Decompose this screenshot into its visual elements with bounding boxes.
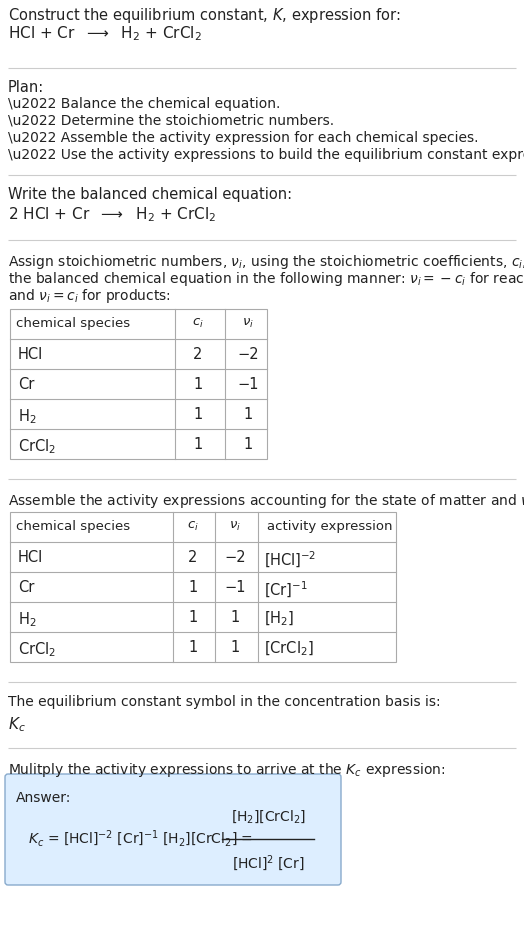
Text: 1: 1	[231, 610, 239, 625]
Text: H$_2$: H$_2$	[18, 610, 37, 629]
Text: $K_c$: $K_c$	[8, 715, 26, 734]
Text: CrCl$_2$: CrCl$_2$	[18, 640, 56, 659]
Text: CrCl$_2$: CrCl$_2$	[18, 437, 56, 456]
Text: −2: −2	[237, 347, 259, 362]
Text: Write the balanced chemical equation:: Write the balanced chemical equation:	[8, 187, 292, 202]
Text: [Cr]$^{-1}$: [Cr]$^{-1}$	[264, 580, 308, 600]
Text: Cr: Cr	[18, 580, 35, 595]
Text: 1: 1	[193, 407, 203, 422]
FancyBboxPatch shape	[5, 774, 341, 885]
Text: 2 HCl + Cr  $\longrightarrow$  H$_2$ + CrCl$_2$: 2 HCl + Cr $\longrightarrow$ H$_2$ + CrC…	[8, 205, 216, 223]
Text: HCl: HCl	[18, 347, 43, 362]
Text: [HCl]$^{-2}$: [HCl]$^{-2}$	[264, 550, 316, 570]
Text: −1: −1	[237, 377, 259, 392]
Bar	[10, 512, 396, 662]
Text: Assign stoichiometric numbers, $\nu_i$, using the stoichiometric coefficients, $: Assign stoichiometric numbers, $\nu_i$, …	[8, 253, 524, 271]
Text: H$_2$: H$_2$	[18, 407, 37, 426]
Text: and $\nu_i = c_i$ for products:: and $\nu_i = c_i$ for products:	[8, 287, 171, 305]
Text: Mulitply the activity expressions to arrive at the $K_c$ expression:: Mulitply the activity expressions to arr…	[8, 761, 445, 779]
Text: 2: 2	[188, 550, 198, 565]
Text: 1: 1	[243, 407, 253, 422]
Text: [H$_2$]: [H$_2$]	[264, 610, 294, 629]
Text: the balanced chemical equation in the following manner: $\nu_i = -c_i$ for react: the balanced chemical equation in the fo…	[8, 270, 524, 288]
Text: 1: 1	[188, 610, 198, 625]
Text: −1: −1	[224, 580, 246, 595]
Bar	[10, 309, 267, 459]
Text: $c_i$: $c_i$	[192, 317, 204, 330]
Text: 1: 1	[188, 580, 198, 595]
Text: [HCl]$^2$ [Cr]: [HCl]$^2$ [Cr]	[232, 853, 304, 873]
Text: −2: −2	[224, 550, 246, 565]
Text: activity expression: activity expression	[267, 520, 393, 533]
Text: [CrCl$_2$]: [CrCl$_2$]	[264, 640, 314, 658]
Text: Construct the equilibrium constant, $K$, expression for:: Construct the equilibrium constant, $K$,…	[8, 6, 401, 25]
Text: HCl: HCl	[18, 550, 43, 565]
Text: \u2022 Balance the chemical equation.: \u2022 Balance the chemical equation.	[8, 97, 280, 111]
Text: chemical species: chemical species	[16, 317, 130, 330]
Text: 1: 1	[231, 640, 239, 655]
Text: 1: 1	[243, 437, 253, 452]
Text: \u2022 Determine the stoichiometric numbers.: \u2022 Determine the stoichiometric numb…	[8, 114, 334, 128]
Text: Plan:: Plan:	[8, 80, 44, 95]
Text: $c_i$: $c_i$	[187, 520, 199, 534]
Text: $\nu_i$: $\nu_i$	[229, 520, 241, 534]
Text: Cr: Cr	[18, 377, 35, 392]
Text: 1: 1	[193, 437, 203, 452]
Text: [H$_2$][CrCl$_2$]: [H$_2$][CrCl$_2$]	[231, 808, 305, 825]
Text: $K_c$ = [HCl]$^{-2}$ [Cr]$^{-1}$ [H$_2$][CrCl$_2$] =: $K_c$ = [HCl]$^{-2}$ [Cr]$^{-1}$ [H$_2$]…	[28, 829, 253, 849]
Text: Assemble the activity expressions accounting for the state of matter and $\nu_i$: Assemble the activity expressions accoun…	[8, 492, 524, 510]
Text: Answer:: Answer:	[16, 791, 71, 805]
Text: The equilibrium constant symbol in the concentration basis is:: The equilibrium constant symbol in the c…	[8, 695, 441, 709]
Text: \u2022 Use the activity expressions to build the equilibrium constant expression: \u2022 Use the activity expressions to b…	[8, 148, 524, 162]
Text: chemical species: chemical species	[16, 520, 130, 533]
Text: $\nu_i$: $\nu_i$	[242, 317, 254, 330]
Text: HCl + Cr  $\longrightarrow$  H$_2$ + CrCl$_2$: HCl + Cr $\longrightarrow$ H$_2$ + CrCl$…	[8, 24, 202, 43]
Text: 1: 1	[188, 640, 198, 655]
Text: 1: 1	[193, 377, 203, 392]
Text: 2: 2	[193, 347, 203, 362]
Text: \u2022 Assemble the activity expression for each chemical species.: \u2022 Assemble the activity expression …	[8, 131, 478, 145]
